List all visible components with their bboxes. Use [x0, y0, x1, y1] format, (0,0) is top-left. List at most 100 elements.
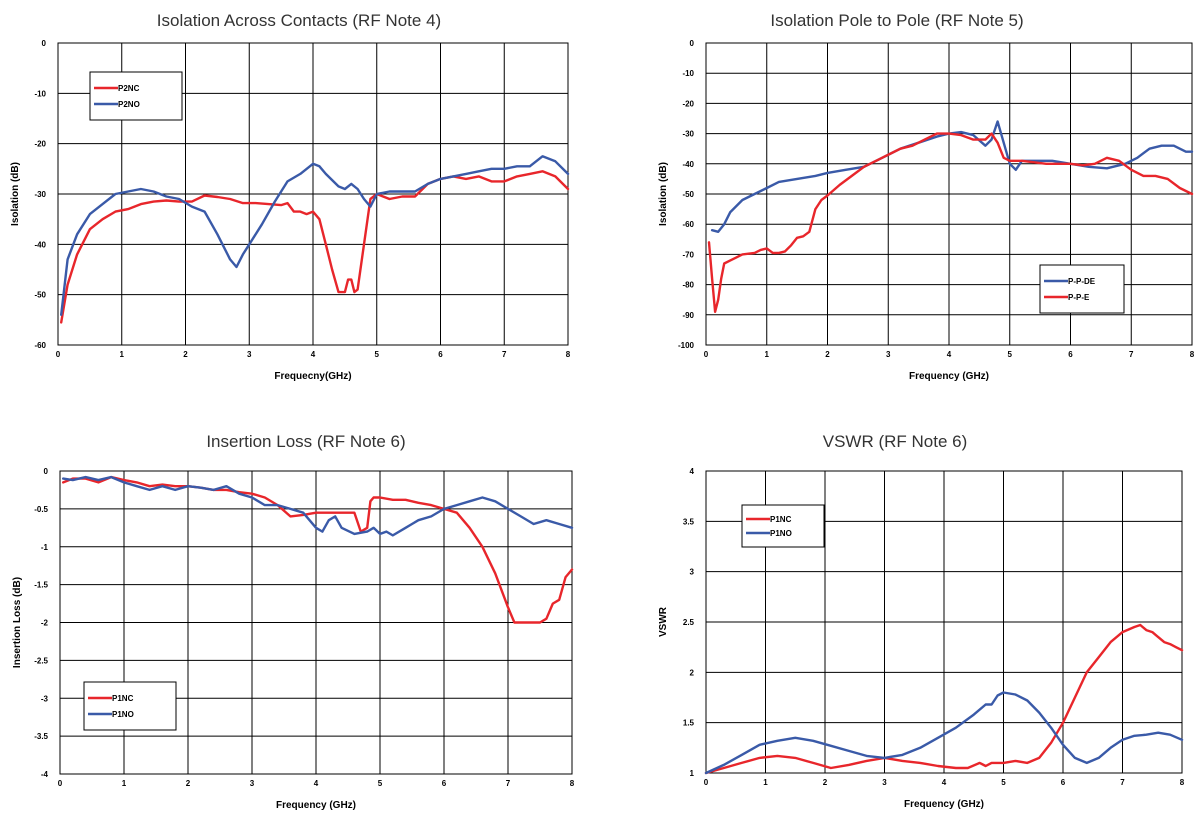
- series-line-p2no: [60, 155, 570, 316]
- x-tick-label: 4: [311, 350, 316, 359]
- y-tick-label: -40: [682, 160, 694, 169]
- x-axis-label: Frequecny(GHz): [274, 371, 351, 382]
- y-axis-label: Isolation (dB): [658, 162, 669, 226]
- x-tick-label: 6: [438, 350, 443, 359]
- y-tick-label: 0: [690, 39, 695, 48]
- legend-label-p-p-de: P-P-DE: [1068, 277, 1096, 286]
- y-tick-label: -40: [34, 240, 46, 249]
- series-line-p1no: [62, 475, 574, 537]
- x-tick-label: 8: [1180, 778, 1185, 787]
- y-tick-label: -1: [41, 543, 49, 552]
- x-tick-label: 1: [122, 779, 127, 788]
- x-tick-label: 4: [947, 350, 952, 359]
- x-tick-label: 4: [942, 778, 947, 787]
- chart-vswr-svg: VSWR (RF Note 6)0 1 2 3 4 5 6 7 843.532.521.51Fr…: [658, 432, 1185, 810]
- x-tick-label: 3: [247, 350, 252, 359]
- x-tick-label: 3: [882, 778, 887, 787]
- y-tick-label: -20: [682, 99, 694, 108]
- series-line-p2nc: [60, 170, 570, 324]
- y-tick-label: -80: [682, 281, 694, 290]
- legend-label-p-p-e: P-P-E: [1068, 293, 1090, 302]
- legend-box: [89, 71, 183, 121]
- y-axis-label: VSWR: [658, 606, 669, 637]
- y-tick-label: -60: [682, 220, 694, 229]
- series-line-p1nc: [704, 623, 1184, 775]
- x-tick-label: 5: [375, 350, 380, 359]
- x-axis-label: Frequency (GHz): [276, 800, 356, 811]
- y-tick-label: 3.5: [683, 517, 695, 526]
- series-line-p-p-e: [707, 132, 1194, 313]
- legend-label-p1nc: P1NC: [770, 515, 792, 524]
- chart-insertion-loss: Insertion Loss (RF Note 6) 0 1 2 3 4 5 6 7 8 0 -0.5…: [0, 409, 598, 818]
- y-tick-label: -3.5: [34, 732, 48, 741]
- legend-label-p2nc: P2NC: [118, 84, 140, 93]
- plot-frame: [59, 470, 573, 775]
- x-tick-label: 0: [704, 350, 709, 359]
- y-tick-label: -90: [682, 311, 694, 320]
- x-tick-label: 1: [765, 350, 770, 359]
- x-tick-label: 1: [120, 350, 125, 359]
- x-tick-label: 3: [886, 350, 891, 359]
- y-tick-label: -10: [682, 69, 694, 78]
- y-tick-label: -0.5: [34, 505, 48, 514]
- y-tick-label: -4: [41, 770, 49, 779]
- y-tick-label: -2.5: [34, 656, 48, 665]
- chart-vswr: VSWR (RF Note 6) 0 1 2 3 4 5 6 7 8 4 3.5 3 2.5 2 1.5 1 Fr…: [598, 409, 1196, 818]
- y-tick-label: -1.5: [34, 581, 48, 590]
- x-tick-label: 5: [1008, 350, 1013, 359]
- y-tick-label: 4: [690, 467, 695, 476]
- y-tick-label: 1.5: [683, 719, 695, 728]
- y-tick-label: 2: [690, 668, 695, 677]
- chart-title: VSWR (RF Note 6): [823, 432, 968, 451]
- y-tick-label: 0: [42, 39, 47, 48]
- series-line-p1nc: [62, 475, 574, 624]
- x-tick-label: 0: [56, 350, 61, 359]
- y-tick-label: -70: [682, 250, 694, 259]
- x-tick-label: 7: [1129, 350, 1134, 359]
- series-line-p-p-de: [710, 120, 1194, 233]
- y-tick-label: -30: [34, 190, 46, 199]
- y-tick-label: -30: [682, 130, 694, 139]
- y-tick-label: -100: [678, 341, 695, 350]
- x-axis-label: Frequency (GHz): [909, 371, 989, 382]
- y-tick-label: 0: [44, 467, 49, 476]
- x-tick-label: 4: [314, 779, 319, 788]
- x-tick-label: 7: [502, 350, 507, 359]
- x-tick-label: 5: [1001, 778, 1006, 787]
- plot-frame: [705, 470, 1183, 774]
- x-tick-label: 8: [566, 350, 571, 359]
- legend-label-p2no: P2NO: [118, 100, 140, 109]
- y-tick-label: -60: [34, 341, 46, 350]
- x-tick-label: 5: [378, 779, 383, 788]
- chart-title: Isolation Pole to Pole (RF Note 5): [770, 11, 1023, 30]
- x-tick-label: 8: [570, 779, 575, 788]
- y-tick-label: -3: [41, 694, 49, 703]
- legend-label-p1no: P1NO: [112, 710, 134, 719]
- x-tick-label: 6: [442, 779, 447, 788]
- y-axis-label: Isolation (dB): [10, 162, 21, 226]
- y-tick-label: -50: [682, 190, 694, 199]
- legend-label-p1nc: P1NC: [112, 694, 134, 703]
- x-tick-label: 6: [1068, 350, 1073, 359]
- x-tick-label: 6: [1061, 778, 1066, 787]
- chart-title: Isolation Across Contacts (RF Note 4): [157, 11, 441, 30]
- y-tick-label: -10: [34, 89, 46, 98]
- x-tick-label: 7: [506, 779, 511, 788]
- legend-box: [741, 504, 825, 548]
- legend-label-p1no: P1NO: [770, 529, 792, 538]
- y-tick-label: 1: [690, 769, 695, 778]
- y-tick-label: 2.5: [683, 618, 695, 627]
- series-line-p1no: [704, 691, 1184, 775]
- chart-isolation-across-contacts: Isolation Across Contacts (RF Note 4) 0 1 2…: [0, 0, 598, 409]
- plot-frame: [57, 42, 569, 346]
- x-tick-label: 8: [1190, 350, 1195, 359]
- x-tick-label: 3: [250, 779, 255, 788]
- x-tick-label: 0: [58, 779, 63, 788]
- y-tick-label: -20: [34, 140, 46, 149]
- x-tick-label: 1: [763, 778, 768, 787]
- y-tick-label: -50: [34, 291, 46, 300]
- x-tick-label: 2: [186, 779, 191, 788]
- chart-isolation-pole-to-pole-svg: Isolation Pole to Pole (RF Note 5) 0 1 2 3 4 5…: [658, 11, 1195, 382]
- x-tick-label: 2: [825, 350, 830, 359]
- chart-isolation-across-contacts-svg: Isolation Across Contacts (RF Note 4) 0 1 2…: [10, 11, 571, 382]
